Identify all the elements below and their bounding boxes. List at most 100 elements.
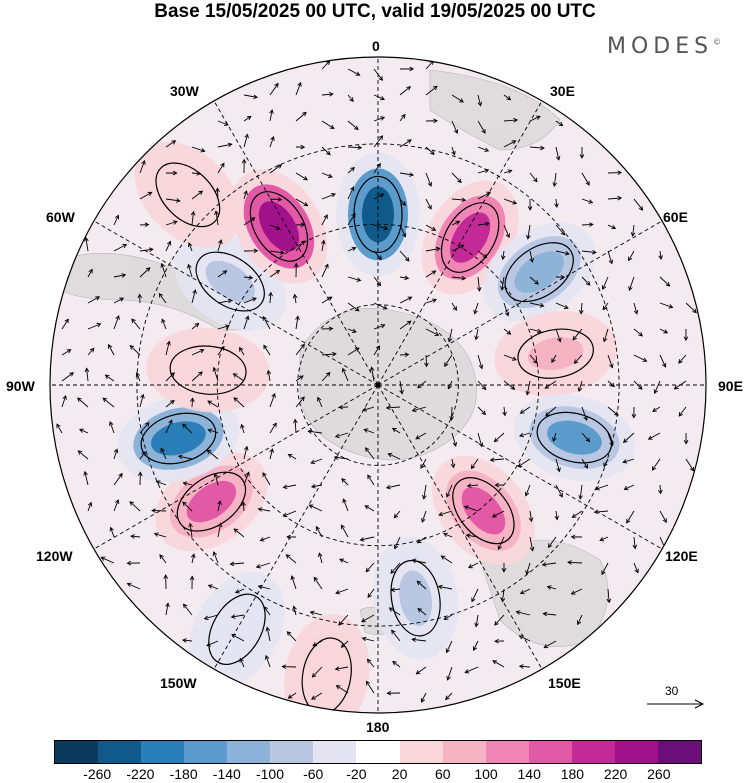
wind-vector [392,661,401,668]
wind-vector-head [198,371,203,376]
wind-vector-head [606,598,612,604]
wind-vector-head [563,304,569,310]
wind-vector [243,316,249,330]
wind-vector-head [526,234,531,240]
wind-vector-head [324,263,329,269]
wind-vector-head [241,158,247,164]
wind-vector-head [145,267,151,272]
wind-vector-head [663,329,669,334]
wind-vector [678,406,687,417]
wind-vector [367,474,375,486]
wind-vector-head [233,528,239,533]
wind-vector-head [144,222,150,228]
wind-vector [110,527,115,538]
wind-vector-head [637,385,643,390]
wind-vector [191,349,204,356]
wind-vector [269,164,282,174]
wind-vector-head [506,330,512,335]
wind-vector-head [115,314,120,320]
wind-vector-head [459,244,465,249]
wind-vector-head [182,501,187,507]
wind-vector-head [512,200,518,205]
wind-vector-head [375,345,381,351]
wind-vector-head [341,478,346,483]
wind-vector [441,555,453,564]
wind-vector [160,448,167,460]
wind-vector [659,354,666,368]
wind-vector-head [555,155,561,161]
wind-vector-head [279,250,285,255]
wind-vector-head [251,297,257,302]
wind-vector [438,510,453,516]
wind-vector [347,247,356,252]
wind-vector-head [225,324,230,329]
wind-vector [547,586,557,590]
wind-vector-head [287,453,293,459]
wind-vector [365,681,375,694]
colorbar-swatch [55,741,99,763]
wind-vector-head [194,322,200,328]
wind-vector-head [461,197,467,203]
wind-vector [294,419,297,434]
wind-vector-head [274,82,279,88]
wind-vector-head [583,463,588,469]
wind-vector-head [342,498,347,504]
wind-vector [477,276,480,291]
wind-vector [425,328,439,336]
wind-vector [475,328,479,340]
wind-vector-head [557,337,562,343]
wind-vector-head [326,150,331,156]
wind-vector [607,224,616,229]
wind-vector-head [217,522,223,528]
wind-vector [475,614,479,627]
wind-vector [165,140,176,148]
wind-vector-head [393,544,399,550]
wind-vector [685,302,697,313]
wind-vector [373,224,388,230]
wind-vector-head [391,427,397,433]
wind-vector-head [651,466,657,471]
wind-vector-head [433,118,439,124]
wind-vector-head [275,269,281,275]
wind-vector-head [592,249,597,255]
wind-vector-head [250,217,256,222]
wind-vector [451,146,455,155]
wind-vector [242,502,245,512]
wind-vector-head [554,203,559,209]
wind-vector-head [578,494,583,500]
wind-vector [518,458,531,468]
wind-vector [243,134,248,148]
wind-vector-head [351,328,357,333]
wind-vector [269,109,273,122]
wind-vector [340,524,349,538]
wind-vector-head [638,331,644,337]
wind-vector [399,139,412,148]
wind-vector [84,471,89,486]
wind-vector-head [634,568,639,574]
wind-vector-head [253,248,259,254]
wind-vector-head [447,337,453,343]
wind-vector [659,510,667,523]
wind-vector-head [233,397,239,402]
colorbar-ticks: -260 -220 -180 -140 -100 -60 -20 20 60 100 140 180 2… [0,766,750,782]
wind-vector-head [190,553,196,559]
wind-vector-head [411,637,417,643]
wind-vector-head [432,298,437,303]
wind-vector-head [665,282,671,287]
wind-vector-head [633,309,639,315]
wind-vector-head [339,558,344,563]
wind-vector [113,297,124,304]
wind-vector-head [494,638,499,644]
wind-vector-head [104,374,110,379]
meridian-line [93,384,379,550]
wind-vector-head [351,246,357,252]
wind-vector-head [96,322,102,328]
wind-vector [87,269,93,278]
wind-vector [477,146,489,152]
wind-vector-head [692,308,697,314]
wind-vector-head [489,457,495,463]
wind-vector [61,318,69,330]
wind-vector [390,562,401,574]
anomaly-core [258,201,300,252]
circulation-contour [195,251,265,312]
